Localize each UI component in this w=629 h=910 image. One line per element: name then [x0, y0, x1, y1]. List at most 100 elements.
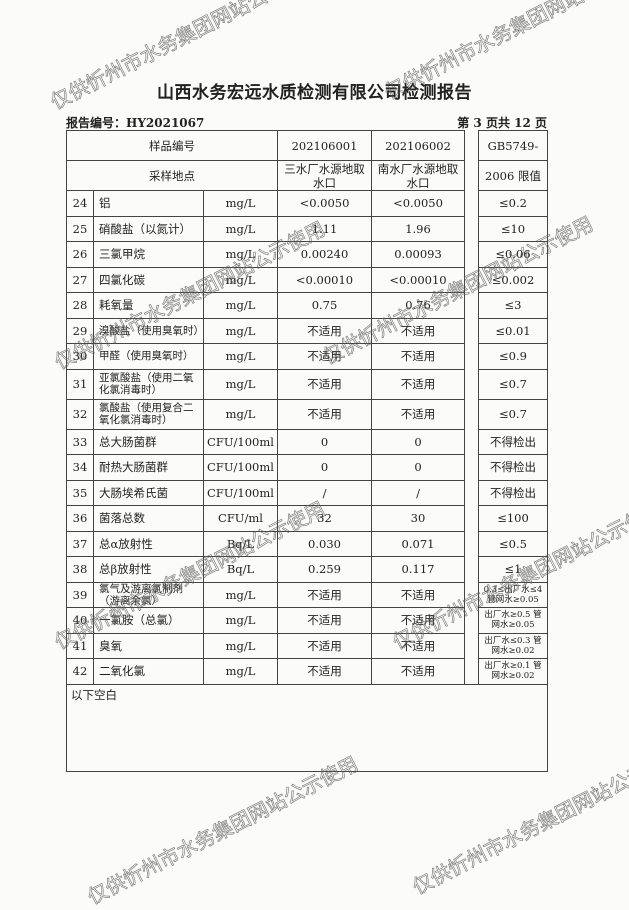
gap-column [464, 429, 479, 455]
item-unit: mg/L [203, 658, 278, 685]
gap-column [464, 480, 479, 506]
table-row: 26 三氯甲烷 mg/L 0.00240 0.00093 ≤0.06 [66, 241, 548, 268]
limit-value: 不得检出 [478, 428, 548, 455]
limit-value: ≤0.002 [478, 266, 548, 293]
item-name: 二氧化氯 [93, 658, 204, 685]
sample2-value: 不适用 [371, 317, 465, 344]
gap-column [464, 267, 479, 293]
table-row: 29 溴酸盐（使用臭氧时） mg/L 不适用 不适用 ≤0.01 [66, 317, 548, 344]
blank-row: 以下空白 [66, 683, 548, 772]
item-number: 37 [66, 530, 94, 557]
item-name: 耐热大肠菌群 [93, 454, 204, 481]
item-name: 三氯甲烷 [93, 241, 204, 268]
sample2-value: 0 [371, 454, 465, 481]
item-unit: mg/L [203, 368, 278, 400]
sample1-value: 1.11 [277, 215, 372, 242]
gap-column [464, 607, 479, 633]
footer-note: 以下空白 [66, 683, 548, 772]
limit-value: ≤0.5 [478, 530, 548, 557]
item-number: 40 [66, 607, 94, 634]
sample2-value: 不适用 [371, 368, 465, 400]
report-title: 山西水务宏远水质检测有限公司检测报告 [157, 83, 472, 103]
header-row-sample-site: 采样地点 三水厂水源地取水口 南水厂水源地取水口 2006 限值 [66, 160, 548, 191]
item-number: 25 [66, 215, 94, 242]
sample2-value: <0.00010 [371, 266, 465, 293]
sample1-value: 不适用 [277, 632, 372, 659]
sample2-value: 0.00093 [371, 241, 465, 268]
limit-value: ≤100 [478, 505, 548, 532]
gap-column [464, 658, 479, 684]
gap-column [464, 241, 479, 267]
gap-column [464, 130, 479, 191]
sample1-value: 不适用 [277, 343, 372, 370]
item-number: 31 [66, 368, 94, 400]
table-row: 39 氯气及游离氯制剂（游离余氯） mg/L 不适用 不适用 0.3≤出厂水≤4 管网水≥… [66, 581, 548, 608]
sample1-value: 0.00240 [277, 241, 372, 268]
gap-column [464, 292, 479, 318]
item-unit: mg/L [203, 317, 278, 344]
item-name: 硝酸盐（以氮计） [93, 215, 204, 242]
table-row: 40 一氯胺（总氯） mg/L 不适用 不适用 出厂水≥0.5 管网水≥0.05 [66, 607, 548, 634]
item-unit: mg/L [203, 190, 278, 217]
item-unit: CFU/ml [203, 505, 278, 532]
item-name: 大肠埃希氏菌 [93, 479, 204, 506]
item-unit: mg/L [203, 607, 278, 634]
sample1-value: 0 [277, 428, 372, 455]
item-number: 42 [66, 658, 94, 685]
item-name: 亚氯酸盐（使用二氧化氯消毒时） [93, 368, 204, 400]
item-number: 36 [66, 505, 94, 532]
item-name: 总α放射性 [93, 530, 204, 557]
watermark: 仅供忻州市水务集团网站公示使用 [83, 751, 362, 910]
limit-value: 出厂水≤0.3 管网水≥0.02 [478, 632, 548, 659]
header-row-sample-no: 样品编号 202106001 202106002 GB5749- [66, 130, 548, 191]
item-number: 26 [66, 241, 94, 268]
item-number: 30 [66, 343, 94, 370]
report-number: 报告编号：HY2021067 [66, 116, 205, 130]
table-row: 25 硝酸盐（以氮计） mg/L 1.11 1.96 ≤10 [66, 215, 548, 242]
sample1-site: 三水厂水源地取水口 [277, 160, 372, 191]
sample2-value: 0.071 [371, 530, 465, 557]
sample1-value: 不适用 [277, 368, 372, 400]
table-row: 42 二氧化氯 mg/L 不适用 不适用 出厂水≥0.1 管网水≥0.02 [66, 658, 548, 685]
gap-column [464, 454, 479, 480]
table-row: 28 耗氧量 mg/L 0.75 0.76 ≤3 [66, 292, 548, 319]
item-number: 33 [66, 428, 94, 455]
item-number: 24 [66, 190, 94, 217]
table-row: 33 总大肠菌群 CFU/100ml 0 0 不得检出 [66, 428, 548, 455]
sample1-value: 不适用 [277, 607, 372, 634]
gap-column [464, 399, 479, 429]
item-number: 27 [66, 266, 94, 293]
table-row: 41 臭氧 mg/L 不适用 不适用 出厂水≤0.3 管网水≥0.02 [66, 632, 548, 659]
table-row: 27 四氯化碳 mg/L <0.00010 <0.00010 ≤0.002 [66, 266, 548, 293]
sample1-value: 不适用 [277, 658, 372, 685]
item-unit: Bq/L [203, 556, 278, 583]
sample2-value: 0.76 [371, 292, 465, 319]
item-number: 38 [66, 556, 94, 583]
limit-value: ≤0.9 [478, 343, 548, 370]
item-number: 28 [66, 292, 94, 319]
limit-value: ≤3 [478, 292, 548, 319]
sample1-value: 0.030 [277, 530, 372, 557]
sample2-value: 不适用 [371, 632, 465, 659]
sample1-value: / [277, 479, 372, 506]
item-name: 溴酸盐（使用臭氧时） [93, 317, 204, 344]
item-name: 菌落总数 [93, 505, 204, 532]
gap-column [464, 369, 479, 399]
item-unit: mg/L [203, 343, 278, 370]
sample1-value: <0.00010 [277, 266, 372, 293]
item-unit: mg/L [203, 241, 278, 268]
item-name: 耗氧量 [93, 292, 204, 319]
sample1-value: 不适用 [277, 581, 372, 608]
sample2-value: 0 [371, 428, 465, 455]
item-number: 29 [66, 317, 94, 344]
sample2-value: 1.96 [371, 215, 465, 242]
sample2-value: 不适用 [371, 581, 465, 608]
item-name: 甲醛（使用臭氧时） [93, 343, 204, 370]
sample2-site: 南水厂水源地取水口 [371, 160, 465, 191]
table-row: 32 氯酸盐（使用复合二氧化氯消毒时） mg/L 不适用 不适用 ≤0.7 [66, 398, 548, 430]
item-unit: CFU/100ml [203, 428, 278, 455]
item-name: 总大肠菌群 [93, 428, 204, 455]
limit-value: 0.3≤出厂水≤4 管网水≥0.05 [478, 581, 548, 608]
item-unit: mg/L [203, 581, 278, 608]
item-unit: mg/L [203, 215, 278, 242]
